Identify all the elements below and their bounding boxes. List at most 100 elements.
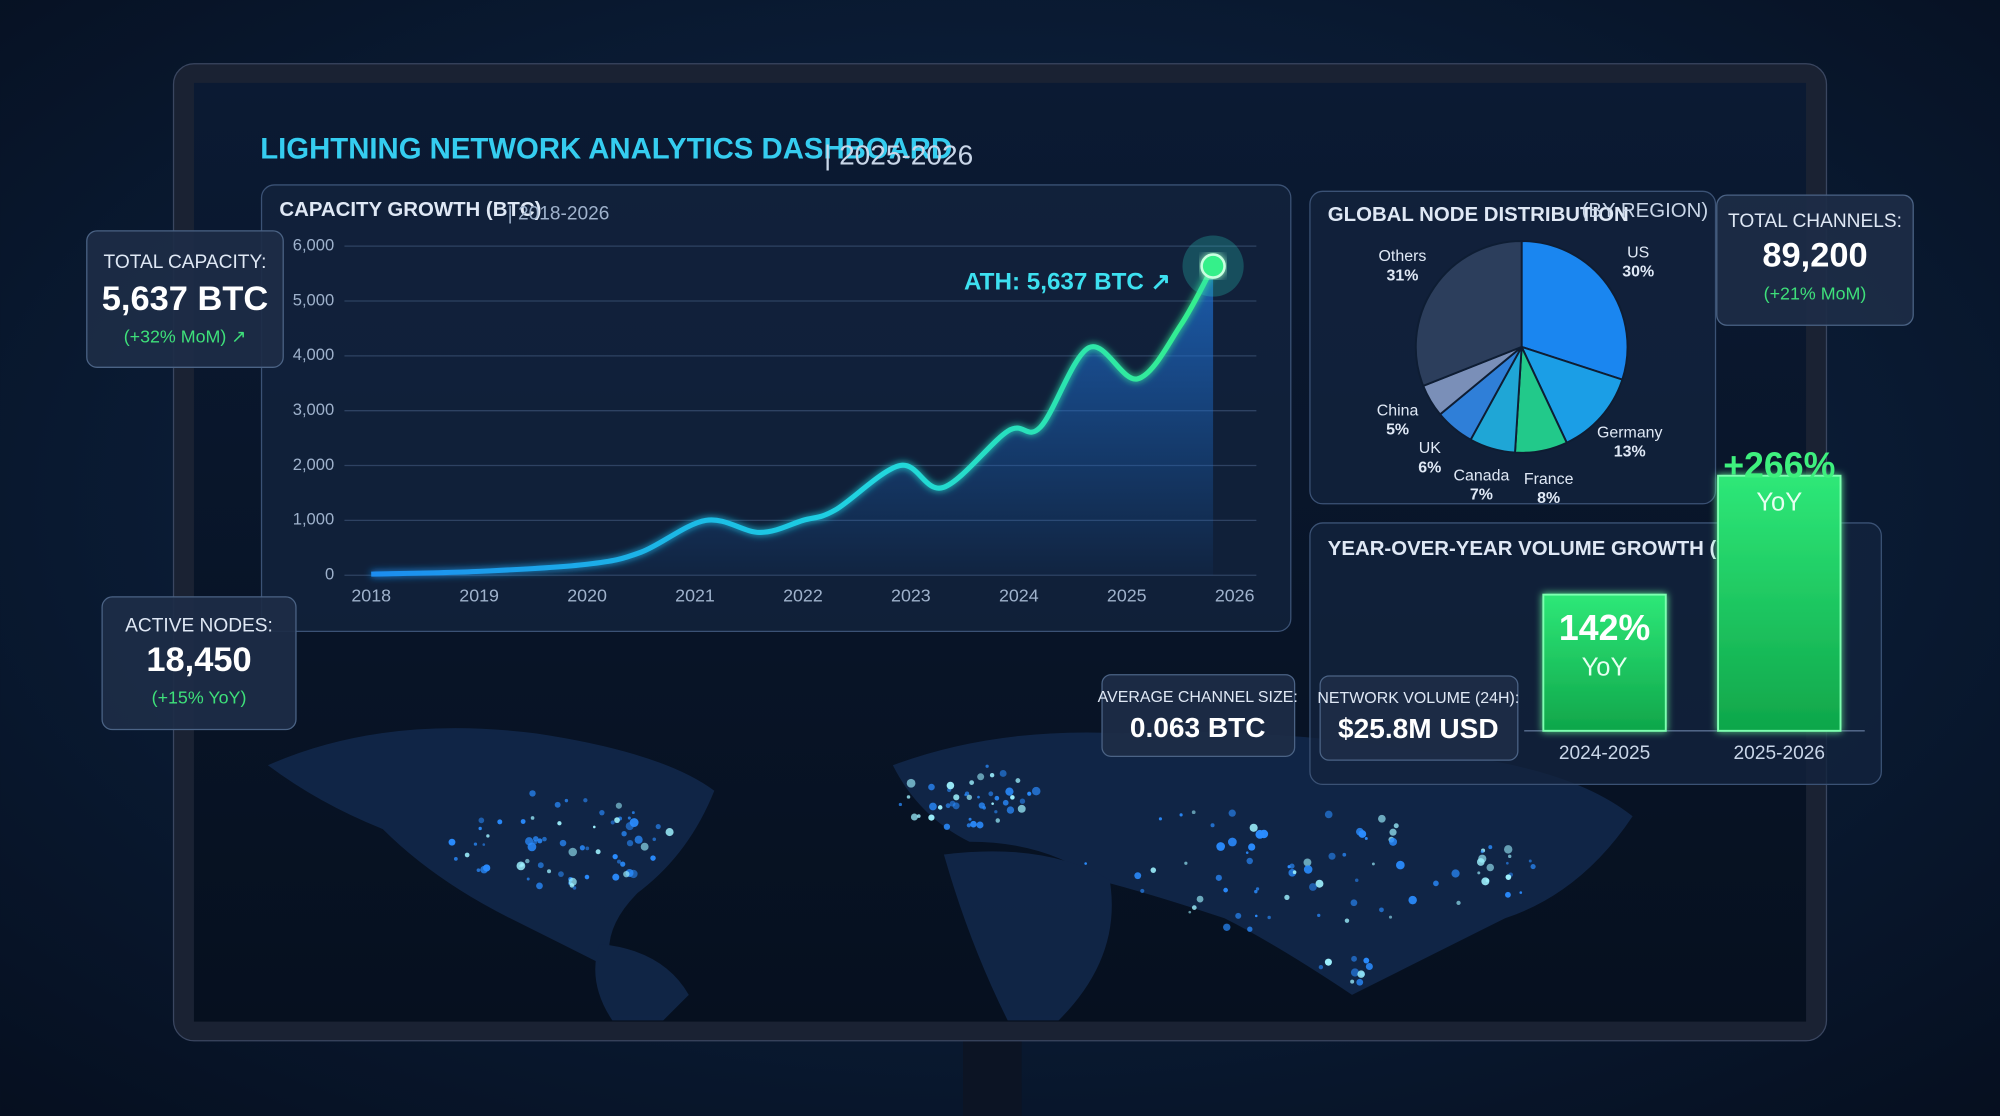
node-light	[1245, 851, 1249, 854]
node-light	[994, 795, 1000, 801]
node-light	[537, 862, 544, 869]
node-light	[595, 849, 601, 855]
node-light	[665, 828, 674, 837]
node-light	[614, 817, 620, 824]
node-light	[1015, 778, 1021, 783]
bar-value-label: 142%	[1559, 608, 1650, 648]
node-light	[995, 818, 1000, 823]
y-tick-label: 4,000	[293, 345, 335, 364]
node-light	[1371, 862, 1375, 866]
node-light	[1223, 887, 1228, 893]
node-light	[448, 838, 456, 846]
node-light	[1505, 891, 1511, 898]
node-light	[1342, 852, 1347, 857]
kpi-change: (+21% MoM)	[1764, 283, 1867, 303]
node-light	[929, 802, 937, 811]
node-light	[1503, 845, 1513, 854]
node-light	[536, 882, 543, 890]
node-light	[1315, 879, 1324, 888]
node-light	[473, 842, 478, 846]
pie-slice	[1519, 345, 1624, 444]
node-light	[1216, 842, 1226, 851]
node-light	[977, 773, 985, 781]
node-light	[1505, 874, 1512, 880]
pie-value-label: 30%	[1622, 264, 1654, 281]
node-light	[610, 820, 615, 825]
pie-label: Canada	[1454, 468, 1510, 485]
node-light	[1191, 810, 1196, 815]
pie-label: US	[1627, 244, 1649, 261]
kpi-change: (+32% MoM) ↗	[124, 327, 247, 347]
pie-value-label: 8%	[1537, 490, 1560, 507]
node-light	[1351, 955, 1357, 962]
pie-value-label: 13%	[1614, 444, 1646, 461]
kpi-card: AVERAGE CHANNEL SIZE: 0.063 BTC	[1098, 674, 1298, 757]
node-light	[1393, 823, 1399, 829]
node-light	[1389, 828, 1397, 836]
x-tick-label: 2025	[1107, 586, 1147, 606]
x-tick-label: 2018	[351, 586, 391, 606]
node-light	[1344, 918, 1350, 923]
node-light	[1248, 843, 1256, 851]
node-light	[527, 842, 537, 852]
node-light	[476, 868, 481, 873]
y-tick-label: 0	[325, 565, 334, 584]
node-light	[1179, 813, 1183, 817]
node-light	[1223, 923, 1231, 931]
node-light	[1350, 899, 1358, 907]
node-light	[1284, 894, 1290, 901]
node-light	[615, 802, 622, 809]
node-light	[1364, 836, 1368, 840]
capacity-line	[371, 264, 1216, 577]
pie-label: China	[1377, 403, 1419, 420]
y-tick-label: 1,000	[293, 510, 335, 529]
node-light	[568, 847, 578, 857]
y-tick-label: 3,000	[293, 400, 335, 419]
node-light	[1309, 883, 1317, 891]
node-light	[537, 838, 543, 844]
continent	[267, 728, 715, 970]
x-tick-label: 2024-2025	[1559, 743, 1650, 764]
node-light	[1017, 804, 1026, 813]
node-light	[1389, 837, 1398, 846]
bar-value-label: +266%	[1723, 446, 1835, 486]
node-light	[994, 810, 998, 814]
node-light	[482, 843, 486, 846]
node-light	[1006, 806, 1015, 814]
node-light	[640, 842, 649, 851]
node-light	[1228, 809, 1236, 817]
node-light	[1019, 798, 1026, 804]
node-light	[1191, 905, 1197, 910]
node-light	[1350, 968, 1360, 977]
monitor-stand	[963, 1035, 1022, 1116]
node-light	[1350, 979, 1355, 984]
node-light	[623, 871, 630, 878]
capacity-area	[371, 266, 1214, 576]
node-light	[631, 811, 635, 815]
ath-annotation: ATH: 5,637 BTC ↗	[964, 269, 1171, 296]
kpi-label: AVERAGE CHANNEL SIZE:	[1098, 689, 1298, 706]
node-light	[1408, 895, 1417, 905]
continent	[892, 732, 1633, 995]
node-light	[558, 871, 564, 878]
node-light	[1317, 913, 1321, 918]
kpi-value: $25.8M USD	[1338, 713, 1499, 744]
node-light	[1324, 958, 1332, 966]
node-light	[579, 845, 585, 851]
node-light	[1227, 837, 1237, 847]
pie-value-label: 5%	[1386, 422, 1409, 439]
pie-label: Others	[1379, 248, 1427, 265]
kpi-value: 89,200	[1762, 237, 1867, 275]
node-light	[1303, 865, 1313, 874]
node-light	[478, 826, 482, 831]
x-tick-label: 2026	[1215, 586, 1255, 606]
node-light	[547, 869, 552, 874]
node-light	[627, 816, 631, 820]
kpi-label: ACTIVE NODES:	[125, 615, 273, 636]
node-light	[1303, 858, 1312, 867]
pie-value-label: 7%	[1470, 487, 1493, 504]
panel-title: CAPACITY GROWTH (BTC)	[279, 199, 541, 221]
node-light	[1356, 978, 1364, 986]
node-light	[1388, 915, 1393, 919]
